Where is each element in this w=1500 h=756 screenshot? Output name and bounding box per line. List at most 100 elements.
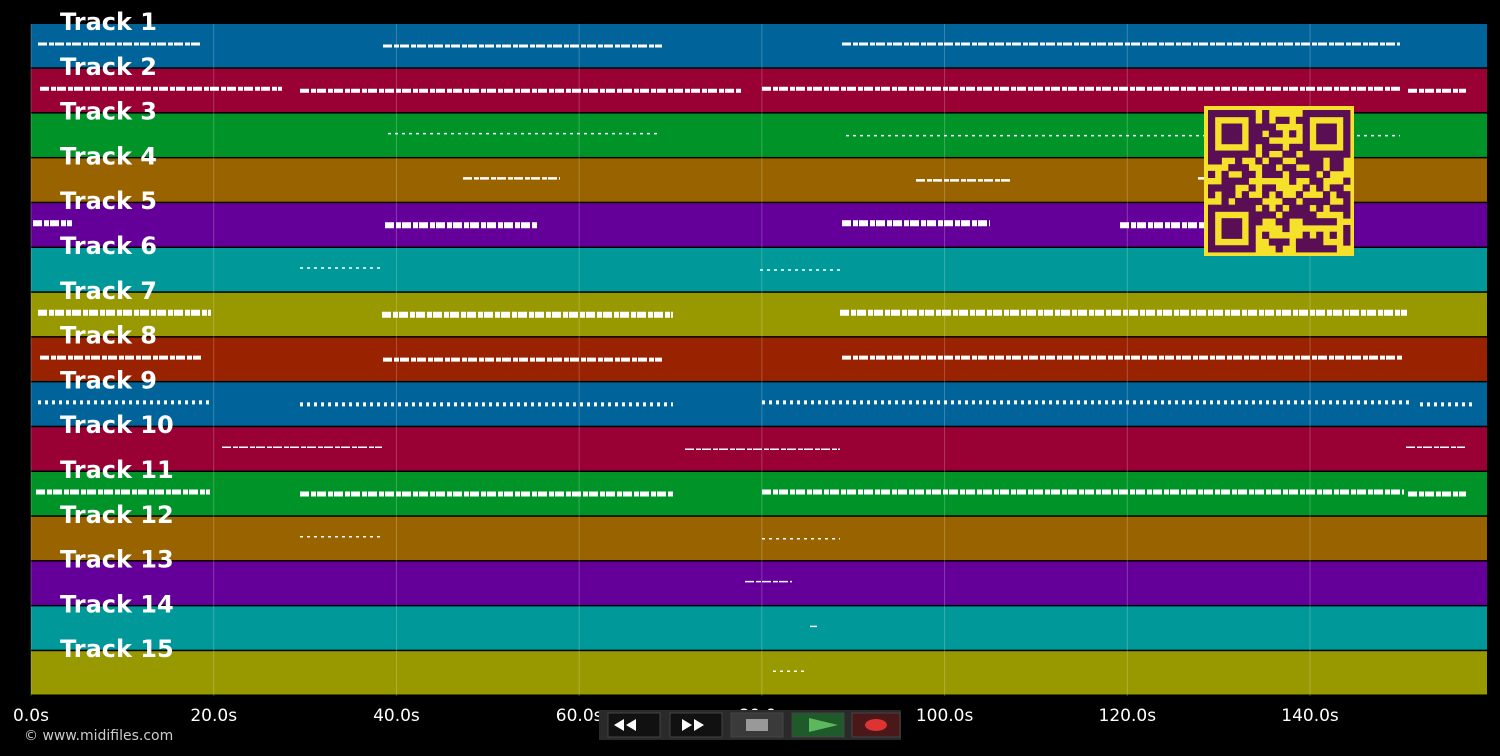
qr-module — [1302, 231, 1310, 239]
qr-module — [1208, 238, 1216, 246]
qr-module — [1343, 231, 1351, 239]
qr-module — [1322, 150, 1331, 158]
qr-module — [1208, 224, 1216, 233]
qr-module — [1309, 245, 1317, 253]
qr-module — [1329, 184, 1337, 192]
qr-module — [1208, 245, 1216, 253]
qr-module — [1248, 224, 1256, 233]
qr-module — [1295, 170, 1304, 179]
qr-module — [1282, 197, 1290, 206]
qr-module — [1208, 170, 1216, 179]
track-label: Track 3 — [60, 98, 157, 126]
forward-button[interactable] — [669, 712, 723, 738]
qr-module — [1329, 231, 1337, 239]
track-label: Track 1 — [60, 8, 157, 36]
qr-module — [1262, 211, 1270, 219]
qr-module — [1221, 130, 1229, 138]
qr-module — [1302, 110, 1310, 118]
qr-module — [1275, 218, 1283, 226]
qr-module — [1248, 150, 1256, 158]
qr-module — [1262, 143, 1270, 151]
qr-module — [1262, 170, 1270, 179]
qr-module — [1343, 238, 1351, 246]
qr-module — [1302, 137, 1310, 145]
track-label: Track 9 — [60, 366, 157, 394]
qr-module — [1241, 150, 1249, 158]
qr-module — [1282, 211, 1290, 219]
qr-module — [1262, 184, 1270, 192]
qr-module — [1208, 150, 1216, 158]
qr-module — [1262, 231, 1270, 239]
qr-module — [1295, 191, 1304, 199]
qr-module — [1336, 150, 1344, 158]
qr-module — [1221, 204, 1229, 212]
qr-module — [1275, 238, 1283, 246]
qr-module — [1221, 184, 1229, 192]
qr-module — [1221, 170, 1229, 179]
qr-module — [1302, 157, 1310, 165]
qr-module — [1282, 164, 1290, 172]
track-label: Track 11 — [60, 456, 174, 484]
qr-module — [1322, 245, 1331, 253]
qr-module — [1302, 211, 1310, 219]
qr-module — [1282, 218, 1290, 226]
qr-module — [1241, 170, 1249, 179]
record-button[interactable] — [851, 712, 901, 738]
qr-module — [1255, 218, 1263, 226]
rewind-button[interactable] — [607, 712, 661, 738]
qr-module — [1316, 157, 1324, 165]
time-tick-label: 20.0s — [190, 706, 237, 726]
time-tick-label: 40.0s — [373, 706, 420, 726]
track-label: Track 8 — [60, 322, 157, 350]
qr-module — [1316, 197, 1324, 206]
qr-module — [1241, 197, 1249, 206]
qr-module — [1262, 150, 1270, 158]
time-tick-label: 0.0s — [13, 706, 49, 726]
qr-module — [1275, 143, 1283, 151]
qr-module — [1289, 143, 1297, 151]
qr-module — [1228, 184, 1236, 192]
qr-module — [1275, 170, 1283, 179]
qr-module — [1228, 218, 1236, 226]
qr-module — [1228, 110, 1236, 118]
qr-module — [1248, 184, 1256, 192]
qr-module — [1228, 204, 1236, 212]
track-label: Track 5 — [60, 187, 157, 215]
qr-module — [1221, 218, 1229, 226]
qr-module — [1221, 110, 1229, 118]
qr-module — [1228, 245, 1236, 253]
qr-module — [1255, 157, 1263, 165]
qr-module — [1329, 137, 1337, 145]
qr-module — [1282, 116, 1290, 124]
qr-module — [1235, 157, 1243, 165]
qr-module — [1255, 211, 1263, 219]
qr-module — [1241, 204, 1249, 212]
qr-module — [1208, 231, 1216, 239]
qr-module — [1235, 164, 1243, 172]
play-button[interactable] — [791, 712, 845, 738]
qr-module — [1248, 130, 1256, 138]
qr-module — [1289, 204, 1297, 212]
qr-module — [1336, 191, 1344, 199]
qr-module — [1329, 123, 1337, 131]
qr-module — [1235, 231, 1243, 239]
qr-module — [1309, 177, 1317, 185]
copyright: © www.midifiles.com — [24, 728, 173, 744]
qr-module — [1208, 211, 1216, 219]
qr-module — [1268, 130, 1277, 138]
qr-module — [1282, 150, 1290, 158]
qr-module — [1262, 137, 1270, 145]
stop-button[interactable] — [730, 712, 784, 738]
track-label: Track 15 — [60, 635, 174, 663]
qr-module — [1228, 231, 1236, 239]
qr-module — [1302, 204, 1310, 212]
qr-module — [1248, 231, 1256, 239]
qr-module — [1268, 184, 1277, 192]
qr-module — [1255, 123, 1263, 131]
qr-module — [1221, 137, 1229, 145]
lane — [31, 606, 1487, 650]
qr-module — [1208, 204, 1216, 212]
qr-module — [1248, 211, 1256, 219]
time-tick-label: 140.0s — [1281, 706, 1339, 726]
qr-module — [1322, 130, 1331, 138]
